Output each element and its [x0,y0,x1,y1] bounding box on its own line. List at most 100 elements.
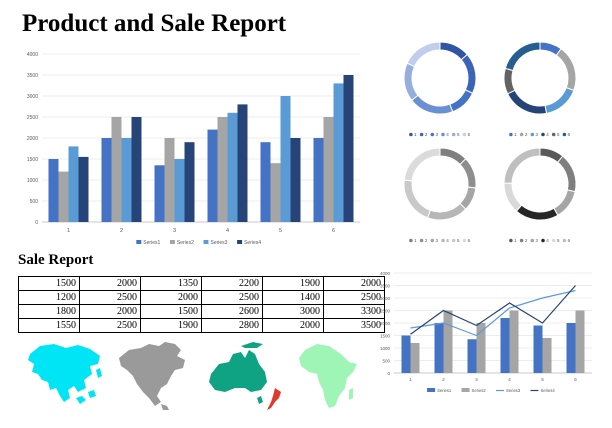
x-tick-label: 5 [541,377,544,382]
bar-series1 [154,165,165,222]
legend-label: 4 [446,132,449,137]
legend-swatch [541,132,545,137]
bar-series1 [566,323,576,373]
x-tick-label: 6 [574,377,577,382]
bar-series2 [542,338,552,373]
bar-series2 [270,163,281,222]
legend-label: Series2 [472,388,487,393]
table-cell: 1900 [140,318,202,333]
bar-series3 [121,138,132,222]
legend-label: 6 [468,238,471,243]
table-cell: 2500 [79,318,141,333]
sale-report-title: Sale Report [18,252,94,268]
donut-chart-3: 1 2 3 4 5 6 [403,147,477,243]
y-tick-label: 2500 [380,309,391,314]
donut-slice-4 [411,94,454,115]
donut-slice-4 [426,202,467,221]
legend-label: 3 [536,132,539,137]
donut-slice-6 [403,147,441,182]
legend-swatch [541,238,545,243]
y-tick-label: 4000 [380,271,391,276]
north-america-map-icon [119,342,185,410]
x-tick-label: 2 [120,228,123,234]
legend-swatch [519,238,524,243]
y-tick-label: 500 [30,199,39,205]
donut-slice-3 [449,89,474,113]
donut-slice-2 [555,48,577,92]
legend-swatch [136,240,142,244]
donut-chart-4: 1 2 3 4 5 6 [503,147,577,243]
donut-slice-6 [503,147,541,184]
donut-slice-5 [503,182,523,212]
legend-label: 5 [557,238,560,243]
legend-swatch [430,238,435,243]
legend-swatch [461,388,470,392]
legend-label: 3 [436,132,439,137]
bar-series4 [290,138,301,222]
bar-series2 [217,117,228,222]
y-tick-label: 1500 [27,157,38,163]
bar-series3 [333,83,344,223]
y-tick-label: 3500 [380,284,391,289]
y-tick-label: 500 [382,359,390,364]
legend-swatch [462,238,467,243]
y-tick-label: 0 [387,371,390,376]
legend-swatch [441,132,445,137]
sale-report-table: 1500 2000 1350 2200 1900 2000 1200 2500 … [18,276,385,333]
legend-label: Series4 [540,388,555,393]
donut-slice-6 [504,41,541,72]
x-tick-label: 4 [508,377,511,382]
bar-series1 [207,129,218,222]
table-cell: 1550 [18,318,80,333]
legend-swatch [551,132,556,137]
bar-series1 [533,325,543,373]
x-tick-label: 1 [67,228,70,234]
legend-swatch [519,132,524,137]
table-cell: 2500 [201,290,263,305]
donut-chart-2: 1 2 3 4 5 6 [503,41,577,137]
bar-series1 [48,159,59,222]
legend-label: 4 [546,132,549,137]
bar-series4 [343,75,354,222]
main-bar-chart: 0 500 1000 1500 2000 2500 3000 3500 4000 1 2 3 4 5 6 Se… [27,52,360,246]
legend-swatch [409,132,413,137]
bar-series1 [313,138,324,222]
legend-label: Series1 [437,388,452,393]
bar-series2 [58,171,69,222]
legend-label: 2 [525,132,528,137]
table-cell: 2800 [201,318,263,333]
table-cell: 2000 [79,304,141,319]
legend-swatch [530,132,535,137]
bar-series4 [78,156,89,222]
donut-slice-2 [556,155,577,193]
bar-series2 [410,343,420,373]
bar-series2 [323,117,334,222]
legend-label: 4 [546,238,549,243]
legend-label: 3 [436,238,439,243]
y-tick-label: 1000 [380,346,391,351]
table-cell: 2600 [201,304,263,319]
donut-slice-6 [406,41,441,68]
bar-series1 [500,318,510,373]
legend-swatch [441,238,445,243]
bar-series4 [131,117,142,222]
table-cell: 1500 [18,276,80,291]
legend-swatch [430,132,435,137]
legend-swatch [203,240,209,244]
legend-swatch [419,238,424,243]
legend-label: 2 [425,238,428,243]
page-title: Product and Sale Report [22,10,287,37]
asia-map-icon [28,344,102,404]
legend-swatch [419,132,424,137]
legend-swatch [530,238,535,243]
legend-label: 6 [468,132,471,137]
bar-series3 [280,96,291,222]
table-cell: 2200 [201,276,263,291]
y-tick-label: 2000 [380,321,391,326]
x-tick-label: 2 [442,377,445,382]
legend-swatch [509,238,513,243]
y-tick-label: 3500 [27,73,38,79]
donut-slice-5 [403,62,419,101]
y-tick-label: 2000 [27,136,38,142]
legend-label: 1 [414,238,417,243]
